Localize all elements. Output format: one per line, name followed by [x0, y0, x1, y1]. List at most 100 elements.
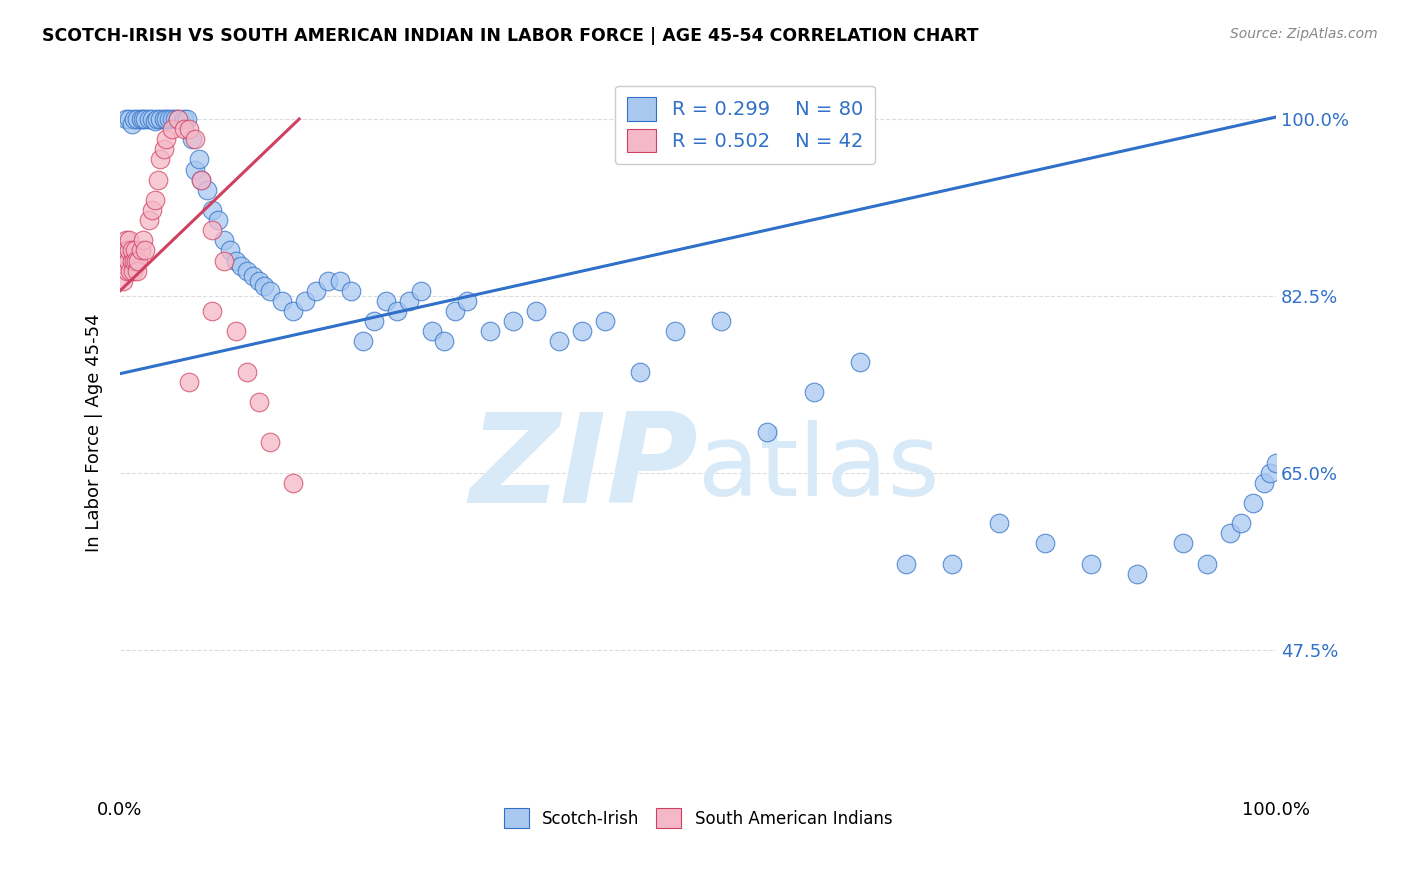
- Point: [201, 202, 224, 217]
- Point: [1265, 456, 1288, 470]
- Point: [987, 516, 1010, 531]
- Point: [225, 253, 247, 268]
- Point: [201, 304, 224, 318]
- Point: [129, 112, 152, 126]
- Point: [803, 384, 825, 399]
- Point: [1258, 466, 1281, 480]
- Point: [190, 172, 212, 186]
- Point: [294, 293, 316, 308]
- Point: [166, 112, 188, 126]
- Point: [253, 278, 276, 293]
- Point: [121, 244, 143, 258]
- Point: [849, 354, 872, 368]
- Point: [756, 425, 779, 440]
- Point: [316, 274, 339, 288]
- Point: [329, 274, 352, 288]
- Point: [242, 268, 264, 283]
- Point: [283, 304, 305, 318]
- Point: [180, 132, 202, 146]
- Point: [1230, 516, 1253, 531]
- Point: [247, 274, 270, 288]
- Point: [218, 244, 240, 258]
- Point: [195, 183, 218, 197]
- Point: [187, 153, 209, 167]
- Point: [225, 324, 247, 338]
- Point: [1195, 557, 1218, 571]
- Point: [134, 244, 156, 258]
- Point: [166, 112, 188, 126]
- Point: [201, 223, 224, 237]
- Point: [114, 233, 136, 247]
- Point: [571, 324, 593, 338]
- Point: [115, 263, 138, 277]
- Point: [340, 284, 363, 298]
- Point: [122, 253, 145, 268]
- Point: [160, 112, 183, 126]
- Point: [125, 253, 148, 268]
- Y-axis label: In Labor Force | Age 45-54: In Labor Force | Age 45-54: [86, 313, 103, 551]
- Point: [127, 263, 149, 277]
- Point: [1253, 475, 1275, 490]
- Point: [664, 324, 686, 338]
- Point: [120, 263, 142, 277]
- Point: [155, 132, 177, 146]
- Point: [122, 112, 145, 126]
- Point: [710, 314, 733, 328]
- Point: [115, 244, 138, 258]
- Point: [160, 122, 183, 136]
- Point: [398, 293, 420, 308]
- Point: [502, 314, 524, 328]
- Point: [121, 117, 143, 131]
- Point: [118, 244, 141, 258]
- Point: [478, 324, 501, 338]
- Point: [433, 334, 456, 349]
- Point: [179, 375, 201, 389]
- Point: [444, 304, 467, 318]
- Point: [141, 202, 163, 217]
- Point: [149, 112, 172, 126]
- Point: [149, 153, 172, 167]
- Point: [118, 233, 141, 247]
- Text: ZIP: ZIP: [470, 409, 697, 529]
- Point: [894, 557, 917, 571]
- Point: [236, 263, 259, 277]
- Legend: Scotch-Irish, South American Indians: Scotch-Irish, South American Indians: [498, 801, 898, 835]
- Point: [184, 132, 207, 146]
- Point: [114, 253, 136, 268]
- Point: [143, 193, 166, 207]
- Point: [117, 253, 139, 268]
- Point: [283, 475, 305, 490]
- Point: [595, 314, 617, 328]
- Point: [165, 112, 187, 126]
- Point: [134, 112, 156, 126]
- Point: [628, 365, 651, 379]
- Point: [184, 162, 207, 177]
- Point: [231, 259, 253, 273]
- Point: [524, 304, 547, 318]
- Point: [941, 557, 963, 571]
- Point: [352, 334, 374, 349]
- Point: [153, 112, 176, 126]
- Point: [247, 395, 270, 409]
- Point: [259, 284, 281, 298]
- Point: [374, 293, 396, 308]
- Point: [409, 284, 432, 298]
- Point: [143, 114, 166, 128]
- Point: [121, 263, 143, 277]
- Point: [173, 122, 195, 136]
- Point: [1126, 566, 1149, 581]
- Point: [118, 112, 141, 126]
- Text: SCOTCH-IRISH VS SOUTH AMERICAN INDIAN IN LABOR FORCE | AGE 45-54 CORRELATION CHA: SCOTCH-IRISH VS SOUTH AMERICAN INDIAN IN…: [42, 27, 979, 45]
- Point: [153, 142, 176, 156]
- Point: [305, 284, 328, 298]
- Point: [141, 112, 163, 126]
- Point: [127, 253, 149, 268]
- Point: [420, 324, 443, 338]
- Point: [1241, 496, 1264, 510]
- Point: [129, 244, 152, 258]
- Point: [270, 293, 292, 308]
- Point: [132, 233, 155, 247]
- Point: [212, 253, 235, 268]
- Point: [190, 172, 212, 186]
- Text: atlas: atlas: [697, 420, 939, 517]
